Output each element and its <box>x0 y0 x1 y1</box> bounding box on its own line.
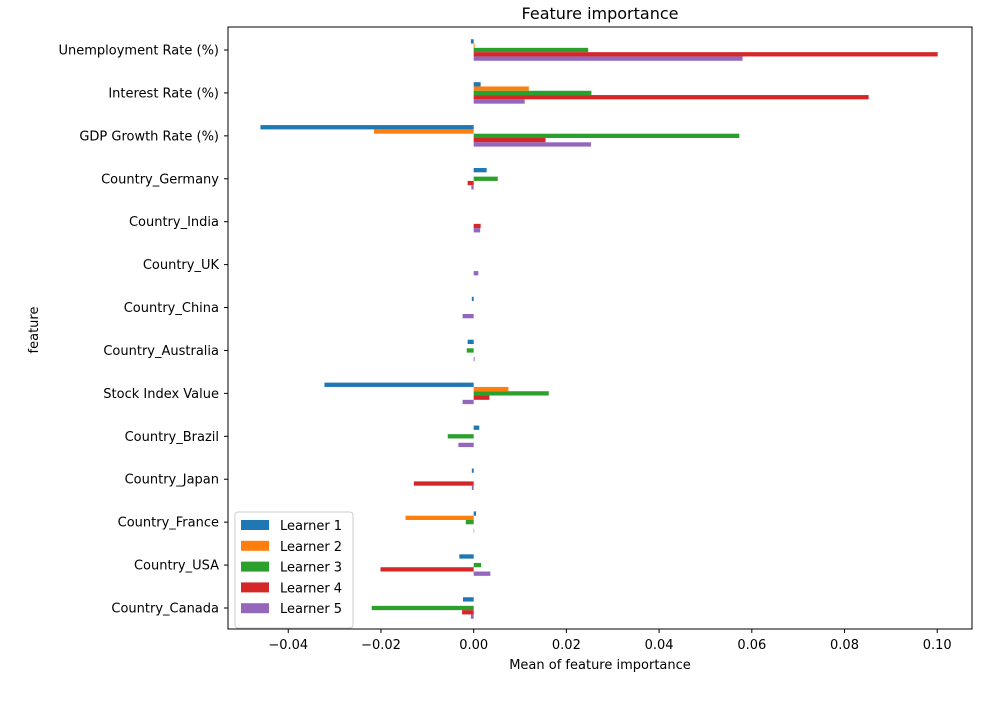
bar <box>374 129 474 133</box>
legend-swatch <box>241 582 269 592</box>
bar <box>474 91 592 95</box>
y-tick-label: Country_Germany <box>101 172 219 187</box>
x-tick-label: −0.04 <box>268 638 308 653</box>
bar <box>372 606 474 610</box>
y-tick-label: Unemployment Rate (%) <box>59 44 220 59</box>
bar <box>474 48 589 52</box>
bar <box>474 95 869 99</box>
y-tick-label: Stock Index Value <box>103 387 219 402</box>
bar <box>474 134 740 138</box>
bar <box>471 614 474 618</box>
bar <box>472 486 474 490</box>
legend-swatch <box>241 603 269 613</box>
bar <box>463 314 474 318</box>
bar <box>474 357 475 361</box>
y-axis: Unemployment Rate (%) Interest Rate (%) GD… <box>59 44 229 617</box>
y-tick-label: Country_UK <box>143 258 220 273</box>
bar <box>448 434 474 438</box>
bar <box>474 52 938 56</box>
bar <box>466 520 474 524</box>
bar <box>474 56 743 60</box>
x-tick-label: −0.02 <box>361 638 401 653</box>
x-tick-label: 0.00 <box>459 638 488 653</box>
legend-label: Learner 3 <box>280 561 342 576</box>
x-tick-label: 0.04 <box>645 638 674 653</box>
bars-layer <box>260 39 937 619</box>
y-tick-label: GDP Growth Rate (%) <box>79 129 219 144</box>
x-tick-label: 0.06 <box>737 638 766 653</box>
y-tick-label: Country_China <box>124 301 219 316</box>
bar <box>381 567 474 571</box>
y-tick-label: Country_France <box>118 516 219 531</box>
bar <box>474 142 591 146</box>
bar <box>474 572 491 576</box>
bar <box>324 383 473 387</box>
bar <box>468 181 474 185</box>
bar <box>474 396 490 400</box>
bar <box>474 271 479 275</box>
bar <box>406 516 474 520</box>
bar <box>472 468 474 472</box>
chart-title: Feature importance <box>522 4 679 23</box>
x-tick-label: 0.02 <box>552 638 581 653</box>
legend-label: Learner 4 <box>280 581 342 596</box>
y-tick-label: Country_Brazil <box>125 430 219 445</box>
bar <box>474 138 546 142</box>
legend-label: Learner 5 <box>280 602 342 617</box>
x-tick-label: 0.08 <box>830 638 859 653</box>
bar <box>474 99 525 103</box>
bar <box>474 391 549 395</box>
x-axis: −0.04 −0.02 0.00 0.02 0.04 0.06 0.08 0.10 <box>268 629 951 653</box>
bar <box>414 481 474 485</box>
bar <box>471 185 473 189</box>
y-tick-label: Country_USA <box>134 559 219 574</box>
bar <box>474 387 509 391</box>
legend-swatch <box>241 541 269 551</box>
y-tick-label: Country_India <box>129 215 219 230</box>
bar <box>458 443 473 447</box>
legend-label: Learner 2 <box>280 540 342 555</box>
bar <box>471 39 474 43</box>
bar <box>474 177 498 181</box>
bar <box>467 348 474 352</box>
x-tick-label: 0.10 <box>923 638 952 653</box>
bar <box>474 563 481 567</box>
y-tick-label: Country_Japan <box>125 473 219 488</box>
legend: Learner 1 Learner 2 Learner 3 Learner 4 Lear… <box>235 512 353 628</box>
y-axis-title: feature <box>27 307 42 354</box>
bar <box>472 297 474 301</box>
bar <box>474 228 480 232</box>
bar <box>474 86 529 90</box>
bar <box>474 82 481 86</box>
bar <box>463 597 474 601</box>
legend-swatch <box>241 562 269 572</box>
bar <box>459 554 473 558</box>
y-tick-label: Country_Canada <box>111 602 219 617</box>
y-tick-label: Country_Australia <box>103 344 219 359</box>
bar <box>474 224 481 228</box>
bar <box>463 400 474 404</box>
bar <box>260 125 473 129</box>
bar <box>474 44 475 48</box>
x-axis-title: Mean of feature importance <box>509 658 691 673</box>
bar <box>474 426 480 430</box>
bar <box>474 168 487 172</box>
legend-swatch <box>241 520 269 530</box>
y-tick-label: Interest Rate (%) <box>108 86 219 101</box>
bar <box>462 610 474 614</box>
legend-label: Learner 1 <box>280 519 342 534</box>
bar <box>474 511 476 515</box>
bar <box>468 340 474 344</box>
